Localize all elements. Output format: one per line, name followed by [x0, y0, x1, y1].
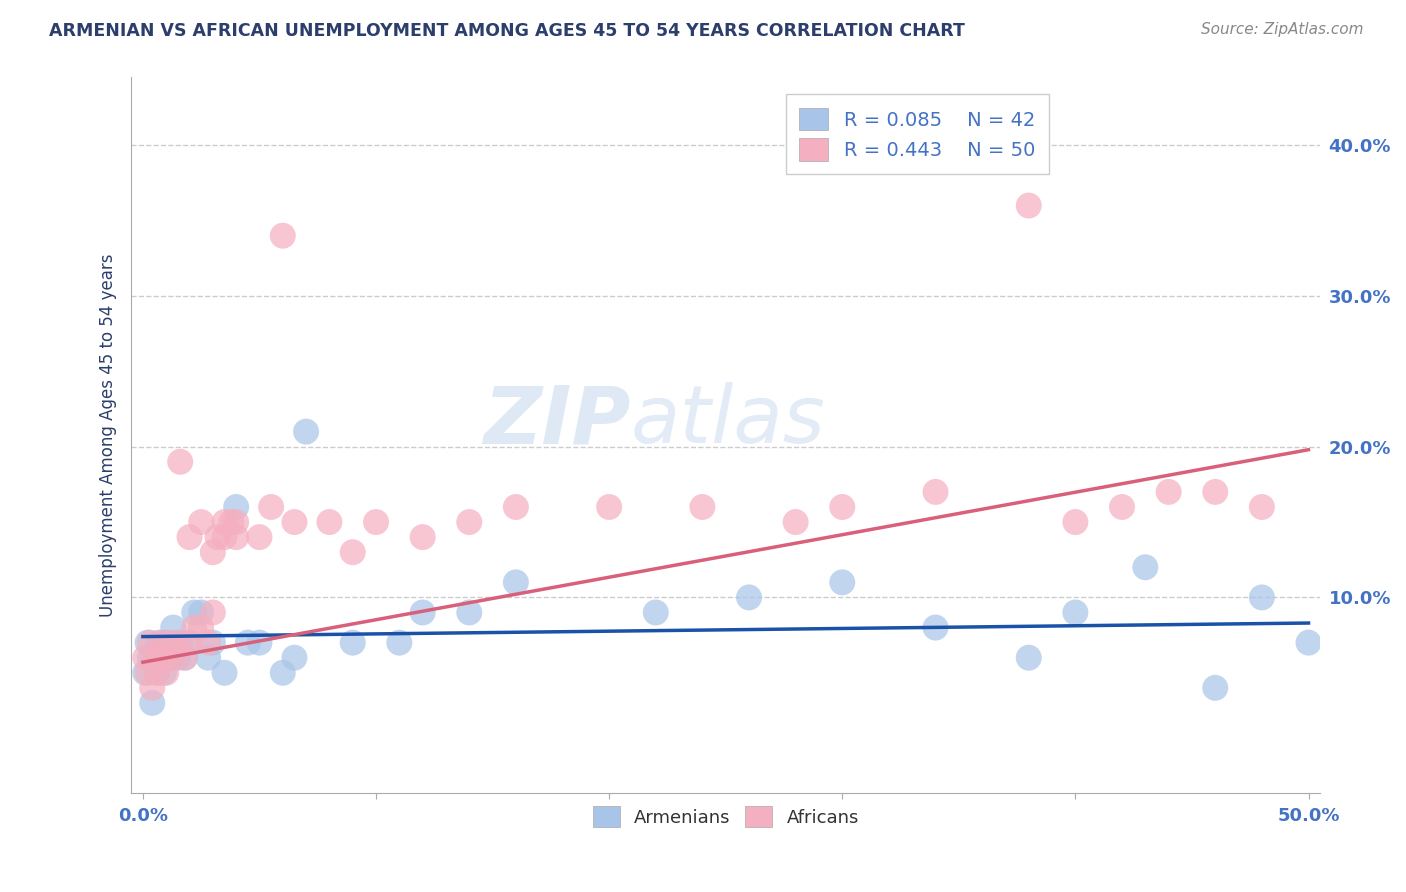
Point [1204, 681, 1226, 695]
Point [644, 606, 666, 620]
Point [1018, 198, 1040, 212]
Point [201, 635, 224, 649]
Point [160, 650, 183, 665]
Y-axis label: Unemployment Among Ages 45 to 54 years: Unemployment Among Ages 45 to 54 years [100, 253, 117, 617]
Point [283, 650, 305, 665]
Point [167, 635, 190, 649]
Point [505, 500, 527, 514]
Point [134, 650, 156, 665]
Point [179, 635, 201, 649]
Point [924, 621, 946, 635]
Point [214, 530, 236, 544]
Text: ZIP: ZIP [484, 382, 631, 460]
Point [136, 635, 159, 649]
Point [143, 650, 166, 665]
Point [143, 650, 166, 665]
Point [148, 635, 170, 649]
Point [173, 650, 195, 665]
Point [173, 650, 195, 665]
Point [162, 650, 184, 665]
Point [1135, 560, 1157, 574]
Point [458, 515, 481, 529]
Point [160, 635, 183, 649]
Point [598, 500, 620, 514]
Point [167, 650, 190, 665]
Point [141, 681, 163, 695]
Point [136, 665, 159, 680]
Point [214, 665, 236, 680]
Point [162, 621, 184, 635]
Point [153, 665, 176, 680]
Point [169, 455, 191, 469]
Point [146, 665, 169, 680]
Point [342, 635, 364, 649]
Point [146, 665, 169, 680]
Point [150, 635, 173, 649]
Point [1298, 635, 1320, 649]
Point [179, 530, 201, 544]
Legend: Armenians, Africans: Armenians, Africans [585, 799, 866, 834]
Point [179, 635, 201, 649]
Point [197, 635, 219, 649]
Point [295, 425, 318, 439]
Point [692, 500, 714, 514]
Point [412, 530, 434, 544]
Point [155, 635, 177, 649]
Point [139, 650, 162, 665]
Point [260, 500, 283, 514]
Point [1251, 500, 1274, 514]
Point [139, 635, 162, 649]
Point [214, 515, 236, 529]
Point [201, 545, 224, 559]
Point [207, 530, 229, 544]
Point [190, 621, 212, 635]
Point [190, 606, 212, 620]
Point [155, 665, 177, 680]
Point [249, 530, 271, 544]
Point [141, 696, 163, 710]
Point [271, 665, 294, 680]
Point [364, 515, 387, 529]
Point [201, 606, 224, 620]
Point [183, 621, 205, 635]
Point [458, 606, 481, 620]
Point [342, 545, 364, 559]
Point [283, 515, 305, 529]
Point [150, 650, 173, 665]
Point [412, 606, 434, 620]
Point [785, 515, 807, 529]
Point [1064, 606, 1087, 620]
Point [1251, 591, 1274, 605]
Point [148, 650, 170, 665]
Point [221, 515, 243, 529]
Point [1018, 650, 1040, 665]
Point [1064, 515, 1087, 529]
Point [738, 591, 761, 605]
Point [225, 500, 247, 514]
Point [831, 575, 853, 590]
Text: ARMENIAN VS AFRICAN UNEMPLOYMENT AMONG AGES 45 TO 54 YEARS CORRELATION CHART: ARMENIAN VS AFRICAN UNEMPLOYMENT AMONG A… [49, 22, 965, 40]
Text: Source: ZipAtlas.com: Source: ZipAtlas.com [1201, 22, 1364, 37]
Point [236, 635, 259, 649]
Point [190, 515, 212, 529]
Point [388, 635, 411, 649]
Text: atlas: atlas [631, 382, 825, 460]
Point [249, 635, 271, 649]
Point [271, 228, 294, 243]
Point [197, 650, 219, 665]
Point [225, 530, 247, 544]
Point [225, 515, 247, 529]
Point [831, 500, 853, 514]
Point [134, 665, 156, 680]
Point [1204, 484, 1226, 499]
Point [153, 650, 176, 665]
Point [169, 635, 191, 649]
Point [183, 606, 205, 620]
Point [924, 484, 946, 499]
Point [318, 515, 340, 529]
Point [505, 575, 527, 590]
Point [1111, 500, 1133, 514]
Point [1157, 484, 1180, 499]
